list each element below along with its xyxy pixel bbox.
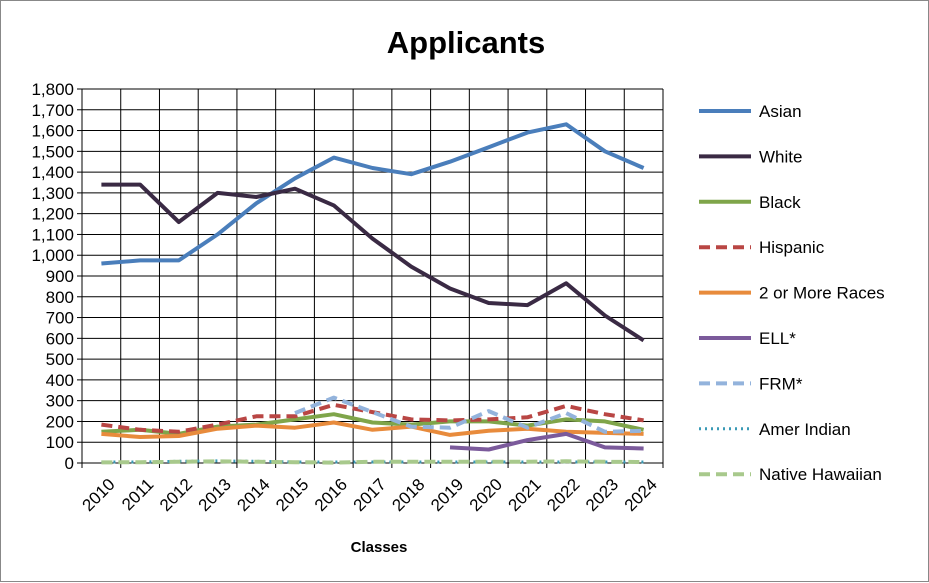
plot-grid bbox=[77, 88, 664, 468]
series-line-frm bbox=[294, 395, 644, 434]
y-tick-label: 1,400 bbox=[31, 163, 74, 182]
y-tick-label: 600 bbox=[46, 329, 74, 348]
x-tick-label: 2019 bbox=[427, 475, 467, 515]
y-tick-label: 300 bbox=[46, 392, 74, 411]
y-tick-label: 1,700 bbox=[31, 101, 74, 120]
series-line-hispanic bbox=[101, 402, 644, 434]
legend: Asian White Black Hispanic 2 or More Races EL… bbox=[699, 102, 885, 484]
y-tick-label: 500 bbox=[46, 350, 74, 369]
y-axis-ticks: 01002003004005006007008009001,0001,1001,… bbox=[31, 80, 74, 473]
x-axis-ticks: 2010 201120122013201420152016201720182019… bbox=[78, 475, 660, 515]
y-tick-label: 0 bbox=[65, 454, 74, 473]
y-tick-label: 1,100 bbox=[31, 225, 74, 244]
series-line-asian bbox=[101, 122, 645, 266]
series-lines bbox=[101, 122, 645, 465]
x-tick-label: 2014 bbox=[233, 475, 273, 515]
x-tick-label: 2013 bbox=[195, 475, 235, 515]
x-tick-label: 2020 bbox=[466, 475, 506, 515]
x-tick-label: 2023 bbox=[582, 475, 622, 515]
x-axis-label: Classes bbox=[351, 539, 408, 556]
x-tick-label: 2022 bbox=[543, 475, 583, 515]
y-tick-label: 400 bbox=[46, 371, 74, 390]
legend-label-white: White bbox=[759, 147, 802, 166]
y-tick-label: 100 bbox=[46, 433, 74, 452]
legend-label-2-or-more-races: 2 or More Races bbox=[759, 284, 885, 303]
y-tick-label: 900 bbox=[46, 267, 74, 286]
y-tick-label: 700 bbox=[46, 309, 74, 328]
series-line-black bbox=[101, 412, 645, 436]
y-tick-label: 1,600 bbox=[31, 122, 74, 141]
x-tick-label: 2024 bbox=[621, 475, 661, 515]
y-tick-label: 1,800 bbox=[31, 80, 74, 99]
legend-label-ell: ELL* bbox=[759, 329, 796, 348]
chart-title: Applicants bbox=[387, 25, 545, 60]
y-tick-label: 1,500 bbox=[31, 142, 74, 161]
series-line-ell bbox=[449, 431, 644, 452]
legend-label-native-hawaiian: Native Hawaiian bbox=[759, 465, 882, 484]
x-tick-label: 2021 bbox=[505, 475, 545, 515]
series-line-2-or-more-races bbox=[101, 420, 644, 439]
legend-label-amer-indian: Amer Indian bbox=[759, 420, 851, 439]
x-tick-label: 2016 bbox=[311, 475, 351, 515]
series-line-white bbox=[101, 182, 645, 343]
y-tick-label: 1,000 bbox=[31, 246, 74, 265]
series-line-native-hawaiian bbox=[101, 459, 644, 465]
y-tick-label: 200 bbox=[46, 412, 74, 431]
x-tick-label: 2015 bbox=[272, 475, 312, 515]
x-tick-label: 2012 bbox=[156, 475, 196, 515]
x-tick-label: 2017 bbox=[350, 475, 390, 515]
x-tick-label: 2011 bbox=[118, 475, 157, 514]
x-tick-label: 2018 bbox=[388, 475, 428, 515]
x-tick-label: 2010 bbox=[78, 475, 118, 515]
y-tick-label: 800 bbox=[46, 288, 74, 307]
legend-label-frm: FRM* bbox=[759, 374, 803, 393]
legend-label-black: Black bbox=[759, 193, 801, 212]
y-tick-label: 1,200 bbox=[31, 205, 74, 224]
legend-label-hispanic: Hispanic bbox=[759, 238, 825, 257]
y-tick-label: 1,300 bbox=[31, 184, 74, 203]
legend-label-asian: Asian bbox=[759, 102, 802, 121]
